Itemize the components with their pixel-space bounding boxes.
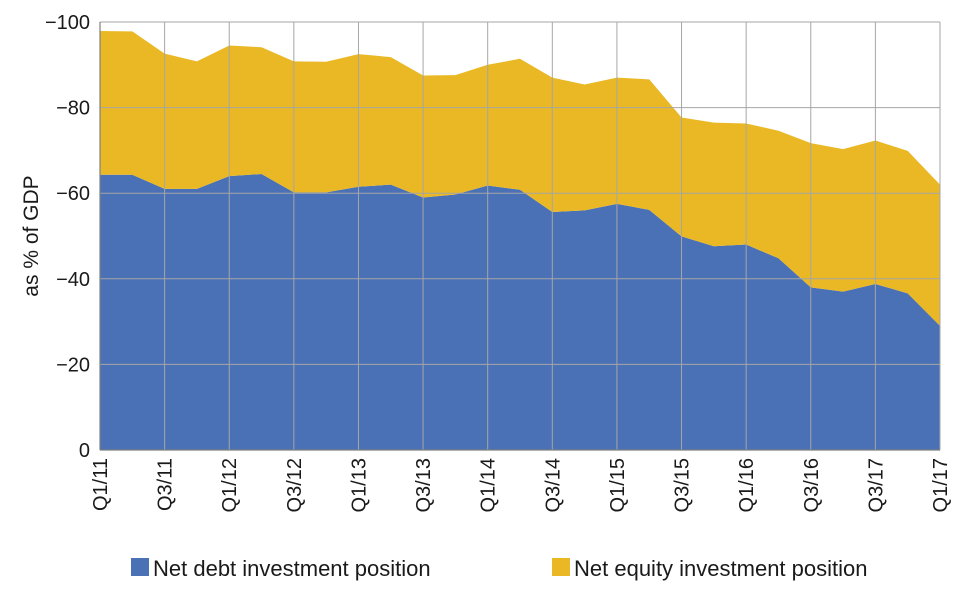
x-tick-label: Q1/14	[478, 458, 500, 512]
x-tick-label: Q3/17	[865, 458, 887, 512]
legend: Net debt investment position Net equity i…	[131, 556, 868, 581]
legend-label-0: Net debt investment position	[153, 556, 431, 581]
x-axis-ticks: Q1/11 Q3/11 Q1/12 Q3/12 Q1/13 Q3/13 Q1/14 Q3/14…	[90, 458, 952, 512]
x-tick-label: Q3/16	[801, 458, 823, 512]
legend-label-1: Net equity investment position	[574, 556, 868, 581]
x-tick-label: Q3/12	[284, 458, 306, 512]
series-area-0	[100, 173, 940, 450]
x-tick-label: Q3/13	[413, 458, 435, 512]
y-tick-label: −100	[45, 12, 90, 34]
y-tick-label: −20	[56, 354, 90, 376]
x-tick-label: Q3/15	[672, 458, 694, 512]
x-tick-label: Q1/12	[219, 458, 241, 512]
series-area-1	[100, 30, 940, 326]
x-tick-label: Q1/15	[607, 458, 629, 512]
x-tick-label: Q1/16	[736, 458, 758, 512]
series-areas	[100, 30, 940, 450]
legend-swatch-1	[552, 558, 570, 576]
x-tick-label: Q3/14	[542, 458, 564, 512]
x-tick-label: Q1/11	[90, 458, 112, 511]
y-axis-title: as % of GDP	[20, 175, 43, 296]
x-tick-label: Q1/17	[930, 458, 952, 512]
y-tick-label: −80	[56, 98, 90, 120]
y-tick-label: −60	[56, 183, 90, 205]
x-tick-label: Q1/13	[348, 458, 370, 512]
y-tick-label: −40	[56, 269, 90, 291]
x-tick-label: Q3/11	[155, 458, 177, 511]
legend-swatch-0	[131, 558, 149, 576]
y-tick-label: 0	[79, 440, 90, 462]
y-axis-ticks: 0 −20 −40 −60 −80 −100	[45, 12, 90, 462]
gridlines	[99, 21, 941, 451]
